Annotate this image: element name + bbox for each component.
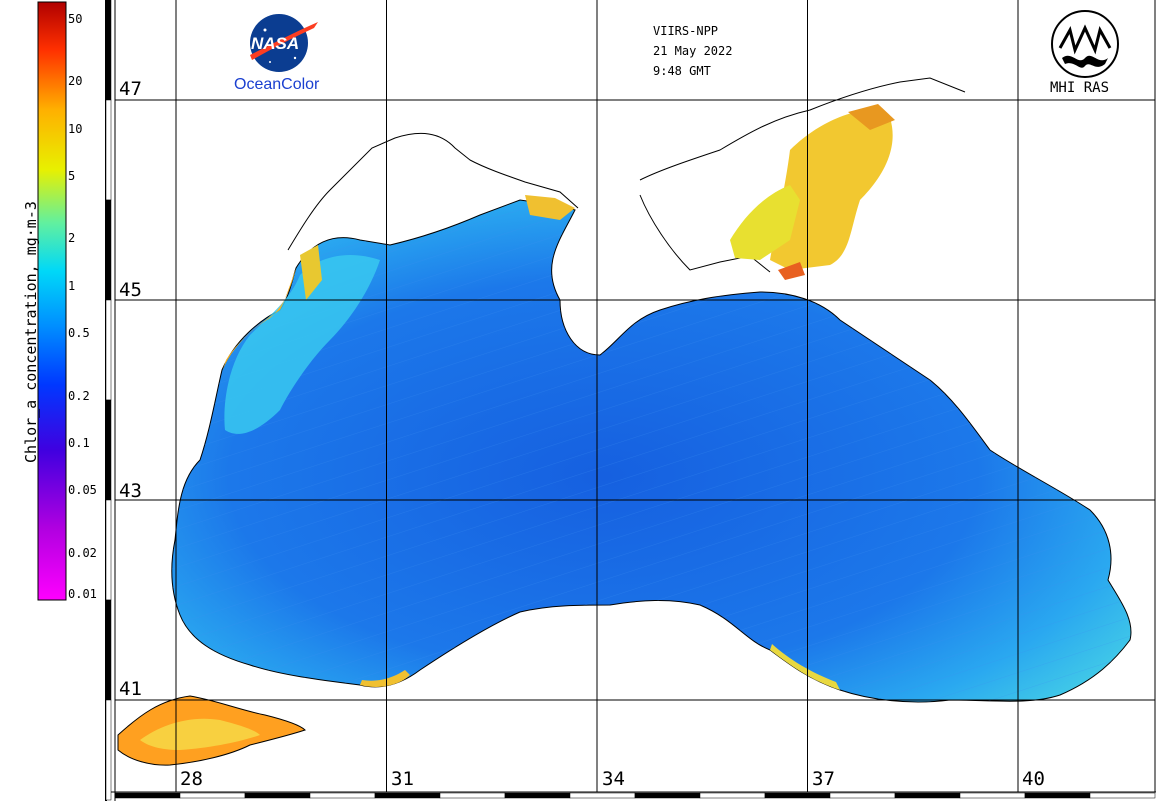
colorbar-tick-label: 0.2 xyxy=(68,388,90,403)
mhi-ras-logo-text: MHI RAS xyxy=(1050,80,1110,96)
bosphorus-coastal-band xyxy=(360,670,410,687)
lat-label-45: 45 xyxy=(119,279,142,301)
colorbar-tick-label: 5 xyxy=(68,168,76,183)
lon-label-31: 31 xyxy=(391,768,414,790)
oceancolor-logo-text: OceanColor xyxy=(234,76,320,93)
lon-label-28: 28 xyxy=(180,768,203,790)
scale-segment xyxy=(105,299,112,401)
scale-segment xyxy=(504,792,571,799)
colorbar-tick-label: 10 xyxy=(68,121,83,136)
colorbar-tick-label: 50 xyxy=(68,11,83,26)
left-scale-ticks xyxy=(105,0,112,801)
colorbar-tick-label: 0.01 xyxy=(68,587,97,601)
taganrog-bay xyxy=(848,104,895,130)
scale-segment xyxy=(829,792,896,799)
bottom-scale-ticks xyxy=(114,792,1156,799)
sivash-lagoon xyxy=(730,185,800,260)
colorbar-tick-label: 0.1 xyxy=(68,435,90,450)
lat-label-41: 41 xyxy=(119,678,142,700)
scale-segment xyxy=(105,599,112,701)
sensor-label: VIIRS-NPP xyxy=(653,24,719,38)
scale-segment xyxy=(764,792,831,799)
nasa-logo-text: NASA xyxy=(251,34,300,53)
kerch-strait xyxy=(778,262,805,280)
colorbar-tick-label: 2 xyxy=(68,231,76,246)
scale-segment xyxy=(105,99,112,201)
scale-segment xyxy=(634,792,701,799)
lon-label-34: 34 xyxy=(602,768,625,790)
colorbar-tick-label: 0.5 xyxy=(68,326,90,341)
colorbar-tick-label: 0.02 xyxy=(68,545,97,560)
sea-streak-texture xyxy=(171,200,1131,702)
colorbar-tick-label: 20 xyxy=(68,74,83,89)
nasa-meatball-logo xyxy=(250,14,318,72)
colorbar-tick-label: 1 xyxy=(68,278,76,293)
lon-label-40: 40 xyxy=(1022,768,1045,790)
crimea-coastline xyxy=(639,194,771,273)
scale-segment xyxy=(1024,792,1091,799)
azov-coastline xyxy=(639,77,966,181)
dniester-plume xyxy=(300,245,322,300)
scale-segment xyxy=(105,199,112,301)
colorbar xyxy=(37,1,67,601)
lat-label-43: 43 xyxy=(119,480,142,502)
scale-segment xyxy=(894,792,961,799)
scale-segment xyxy=(179,792,246,799)
scale-segment xyxy=(1089,792,1156,799)
scale-segment xyxy=(105,699,112,801)
lat-label-47: 47 xyxy=(119,78,142,100)
time-label: 9:48 GMT xyxy=(653,64,711,78)
graticule xyxy=(115,0,1155,792)
scale-segment xyxy=(374,792,441,799)
colorbar-tick-label: 0.05 xyxy=(68,483,97,498)
scale-segment xyxy=(244,792,311,799)
scale-segment xyxy=(959,792,1026,799)
scale-segment xyxy=(569,792,636,799)
marmara-inner xyxy=(140,718,260,750)
scale-segment xyxy=(105,0,112,101)
scale-segment xyxy=(699,792,766,799)
scale-segment xyxy=(309,792,376,799)
scale-segment xyxy=(105,399,112,501)
karkinit-bay xyxy=(525,195,575,220)
south-coastal-band xyxy=(770,644,840,690)
scale-segment xyxy=(439,792,506,799)
scale-segment xyxy=(105,499,112,601)
northwest-coastline xyxy=(287,132,579,251)
sea-of-azov xyxy=(770,110,893,270)
lon-label-37: 37 xyxy=(812,768,835,790)
colorbar-title: Chlor_a concentration, mg·m-3 xyxy=(22,201,40,463)
date-label: 21 May 2022 xyxy=(653,44,733,58)
scale-segment xyxy=(114,792,181,799)
mhi-ras-logo xyxy=(1051,10,1119,78)
